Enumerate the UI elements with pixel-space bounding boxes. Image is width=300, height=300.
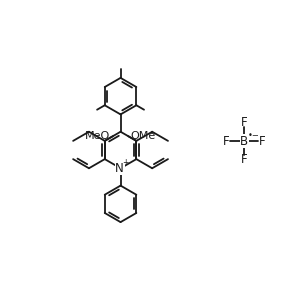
Text: F: F — [259, 135, 266, 148]
Text: F: F — [223, 135, 229, 148]
Text: •−: •− — [248, 131, 260, 140]
Text: F: F — [241, 153, 247, 166]
Text: +: + — [122, 158, 129, 167]
Text: N: N — [115, 162, 124, 175]
Text: F: F — [241, 116, 247, 129]
Text: OMe: OMe — [130, 131, 156, 141]
Text: MeO: MeO — [85, 131, 111, 141]
Text: B: B — [240, 135, 248, 148]
